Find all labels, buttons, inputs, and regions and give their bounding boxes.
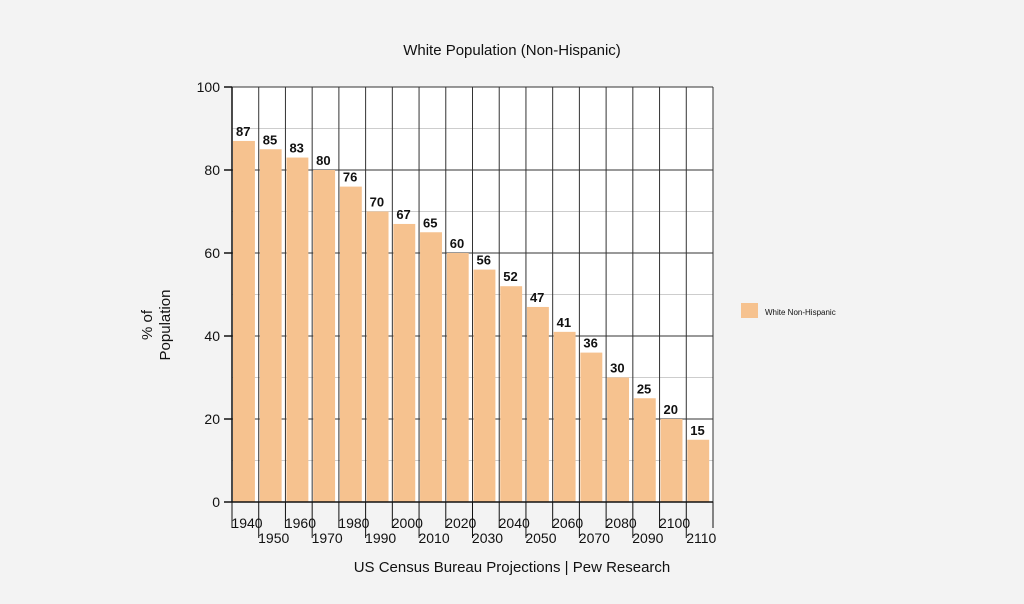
- bar: [633, 398, 656, 502]
- bar: [553, 331, 576, 502]
- y-tick-label: 80: [204, 162, 220, 178]
- legend-label: White Non-Hispanic: [765, 308, 836, 317]
- bar: [420, 232, 442, 502]
- data-label: 30: [610, 361, 624, 376]
- x-tick-label: 2030: [472, 530, 503, 546]
- tick-labels: 0204060801001940195019601970198019902000…: [197, 79, 717, 546]
- data-label: 36: [583, 336, 597, 351]
- x-tick-label: 2040: [499, 515, 530, 531]
- bar: [473, 269, 496, 502]
- bar: [313, 170, 336, 502]
- value-labels: 87 85 83 80 76 70 67 65 60 56 52 47 41 36 30 25 20 15: [236, 124, 705, 438]
- bars: [233, 140, 710, 503]
- data-label: 60: [450, 236, 464, 251]
- grid: [231, 86, 714, 503]
- y-tick-label: 40: [204, 328, 220, 344]
- bar: [580, 352, 603, 502]
- x-tick-label: 1960: [285, 515, 316, 531]
- data-label: 70: [370, 195, 384, 210]
- legend: White Non-Hispanic: [741, 303, 836, 318]
- data-label: 83: [289, 141, 303, 156]
- x-axis-label: US Census Bureau Projections | Pew Resea…: [354, 559, 671, 576]
- y-tick-label: 100: [197, 79, 221, 95]
- x-tick-label: 2010: [418, 530, 449, 546]
- data-label: 41: [557, 315, 571, 330]
- y-axis-label-line-2: Population: [157, 290, 174, 361]
- data-label: 47: [530, 290, 544, 305]
- x-tick-label: 2050: [525, 530, 556, 546]
- bar: [660, 419, 683, 502]
- bar: [446, 253, 469, 502]
- bar: [286, 157, 309, 503]
- data-label: 52: [503, 269, 517, 284]
- x-tick-label: 2060: [552, 515, 583, 531]
- x-tick-label: 1970: [312, 530, 343, 546]
- data-label: 87: [236, 124, 250, 139]
- x-tick-label: 1990: [365, 530, 396, 546]
- y-axis-label: % of Population: [139, 290, 174, 361]
- data-label: 67: [396, 207, 410, 222]
- y-tick-label: 0: [212, 494, 220, 510]
- x-tick-label: 2020: [445, 515, 476, 531]
- x-tick-label: 2000: [392, 515, 423, 531]
- x-tick-label: 2070: [579, 530, 610, 546]
- bar: [366, 211, 389, 502]
- chart-title: White Population (Non-Hispanic): [403, 42, 621, 59]
- x-tick-label: 1940: [231, 515, 262, 531]
- y-axis-label-line-1: % of: [139, 309, 156, 340]
- bar: [687, 439, 710, 502]
- bar: [500, 286, 523, 502]
- bar: [339, 186, 362, 502]
- y-tick-label: 20: [204, 411, 220, 427]
- bar: [393, 223, 416, 502]
- data-label: 15: [690, 423, 704, 438]
- bar: [259, 149, 282, 502]
- data-label: 25: [637, 381, 651, 396]
- legend-swatch: [741, 303, 758, 318]
- data-label: 80: [316, 153, 330, 168]
- data-label: 20: [664, 402, 678, 417]
- bar: [607, 377, 630, 502]
- x-tick-label: 2100: [659, 515, 690, 531]
- x-tick-label: 2090: [632, 530, 663, 546]
- x-tick-label: 2110: [686, 530, 716, 546]
- data-label: 85: [263, 132, 277, 147]
- x-tick-label: 1950: [258, 530, 289, 546]
- y-tick-label: 60: [204, 245, 220, 261]
- bar: [233, 140, 255, 502]
- data-label: 76: [343, 170, 357, 185]
- x-tick-label: 1980: [338, 515, 369, 531]
- data-label: 65: [423, 215, 437, 230]
- bar: [526, 306, 549, 502]
- data-label: 56: [477, 253, 491, 268]
- x-tick-label: 2080: [606, 515, 637, 531]
- axes: [224, 86, 714, 538]
